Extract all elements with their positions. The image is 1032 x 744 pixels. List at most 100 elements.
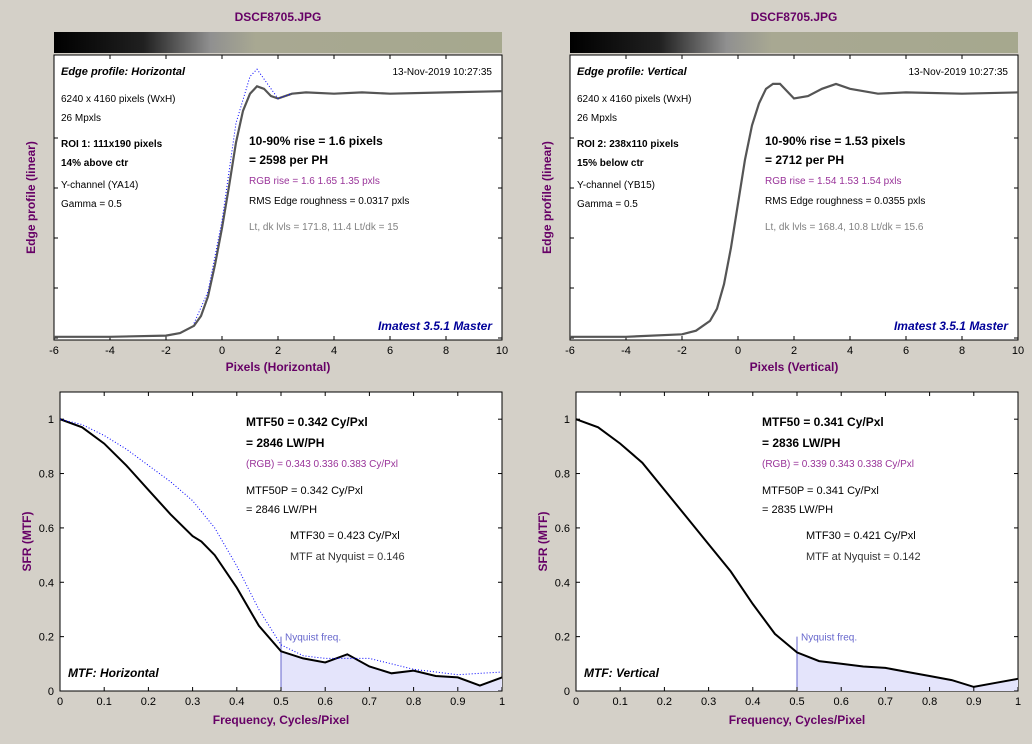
mtf-panel-vertical: Nyquist freq. 0 0.1 0.2 0.3 0.4 0.5 0.6 0.7 0.8 0.… (536, 391, 1021, 727)
x-tick-label: -6 (49, 345, 59, 357)
y-tick-label: 0.2 (39, 632, 54, 644)
file-title: DSCF8705.JPG (235, 10, 322, 24)
x-tick-label: 0.6 (834, 696, 849, 708)
x-tick-label: 0.3 (185, 696, 200, 708)
tone-gradient-bar (54, 32, 502, 53)
edge-profile-panel-vertical: DSCF8705.JPG -6 -4 -2 0 2 4 6 8 10 Edge profile: V… (540, 10, 1024, 374)
y-tick-label: 0.4 (555, 577, 570, 589)
x-tick-label: 8 (959, 345, 965, 357)
mtf50p-line-1: MTF50P = 0.341 Cy/Pxl (762, 485, 879, 497)
edge-profile-panel-horizontal: DSCF8705.JPG -6 -4 -2 0 2 4 6 8 10 Edge profile: H… (24, 10, 508, 374)
plot-area (569, 54, 1019, 341)
mtf50-rgb: (RGB) = 0.343 0.336 0.383 Cy/Pxl (246, 459, 398, 470)
x-tick-label: 0.7 (362, 696, 377, 708)
mtf-corner-title: MTF: Horizontal (68, 666, 159, 680)
mtf-curve (59, 418, 503, 687)
rise-line-1: 10-90% rise = 1.53 pixels (765, 134, 906, 148)
plot-area (53, 54, 503, 341)
mtf50p-line-1: MTF50P = 0.342 Cy/Pxl (246, 485, 363, 497)
y-tick-label: 0 (564, 686, 570, 698)
x-tick-label: 1 (1015, 696, 1021, 708)
x-tick-label: 0 (735, 345, 741, 357)
mtf50p-line-2: = 2835 LW/PH (762, 504, 833, 516)
info-line: 6240 x 4160 pixels (WxH) (61, 94, 176, 105)
x-tick-label: 4 (847, 345, 853, 357)
x-tick-label: 0.4 (745, 696, 760, 708)
edge-profile-line (570, 82, 1019, 338)
info-line: Y-channel (YB15) (577, 180, 655, 191)
x-tick-label: 0.2 (141, 696, 156, 708)
mtf-at-nyquist: MTF at Nyquist = 0.146 (290, 551, 405, 563)
rise-line-2: = 2598 per PH (249, 153, 328, 167)
profile-title: Edge profile: Vertical (577, 66, 688, 78)
mtf30: MTF30 = 0.421 Cy/Pxl (806, 530, 916, 542)
date-stamp: 13-Nov-2019 10:27:35 (908, 67, 1008, 78)
y-tick-label: 0 (48, 686, 54, 698)
nyquist-label: Nyquist freq. (285, 633, 341, 644)
y-tick-label: 0.8 (39, 469, 54, 481)
info-line: Gamma = 0.5 (61, 199, 122, 210)
x-tick-label: 10 (1012, 345, 1024, 357)
x-tick-label: -6 (565, 345, 575, 357)
file-title: DSCF8705.JPG (751, 10, 838, 24)
imatest-brand: Imatest 3.5.1 Master (894, 319, 1009, 333)
date-stamp: 13-Nov-2019 10:27:35 (392, 67, 492, 78)
x-axis-label: Frequency, Cycles/Pixel (729, 713, 866, 727)
y-axis-label: SFR (MTF) (536, 512, 550, 572)
y-axis-label: Edge profile (linear) (540, 141, 554, 254)
x-tick-label: 0.3 (701, 696, 716, 708)
y-tick-label: 0.8 (555, 469, 570, 481)
rise-line-1: 10-90% rise = 1.6 pixels (249, 134, 383, 148)
mtf-at-nyquist: MTF at Nyquist = 0.142 (806, 551, 921, 563)
rms-roughness: RMS Edge roughness = 0.0355 pxls (765, 196, 925, 207)
x-tick-label: 0.8 (406, 696, 421, 708)
light-dark-levels: Lt, dk lvls = 171.8, 11.4 Lt/dk = 15 (249, 222, 399, 233)
x-tick-label: -4 (621, 345, 631, 357)
info-line: 15% below ctr (577, 158, 644, 169)
edge-profile-line (54, 85, 503, 338)
x-tick-label: 6 (387, 345, 393, 357)
x-tick-label: 0.2 (657, 696, 672, 708)
info-line: Y-channel (YA14) (61, 180, 138, 191)
x-tick-label: 8 (443, 345, 449, 357)
x-tick-label: 0 (573, 696, 579, 708)
x-axis-label: Pixels (Vertical) (750, 360, 839, 374)
mtf-panel-horizontal: Nyquist freq. 0 0.1 0.2 0.3 0.4 0.5 0.6 0.7 0.8 0.… (20, 391, 505, 727)
y-tick-label: 1 (564, 414, 570, 426)
info-line: 14% above ctr (61, 158, 128, 169)
x-tick-label: -2 (677, 345, 687, 357)
x-axis-label: Frequency, Cycles/Pixel (213, 713, 350, 727)
profile-title: Edge profile: Horizontal (61, 66, 186, 78)
x-tick-label: 0.5 (789, 696, 804, 708)
mtf30: MTF30 = 0.423 Cy/Pxl (290, 530, 400, 542)
x-tick-label: 6 (903, 345, 909, 357)
rms-roughness: RMS Edge roughness = 0.0317 pxls (249, 196, 409, 207)
beyond-nyquist-shade (281, 651, 502, 691)
x-tick-label: 0.4 (229, 696, 244, 708)
info-line: 26 Mpxls (577, 113, 617, 124)
mtf-corner-title: MTF: Vertical (584, 666, 660, 680)
x-tick-label: 0.9 (450, 696, 465, 708)
mtf50p-line-2: = 2846 LW/PH (246, 504, 317, 516)
rgb-rise: RGB rise = 1.6 1.65 1.35 pxls (249, 176, 380, 187)
y-tick-label: 0.4 (39, 577, 54, 589)
y-axis-label: SFR (MTF) (20, 512, 34, 572)
x-tick-label: 0.7 (878, 696, 893, 708)
nyquist-label: Nyquist freq. (801, 633, 857, 644)
info-line: 26 Mpxls (61, 113, 101, 124)
x-tick-label: 10 (496, 345, 508, 357)
x-tick-label: -2 (161, 345, 171, 357)
x-tick-label: 2 (791, 345, 797, 357)
y-axis-label: Edge profile (linear) (24, 141, 38, 254)
mtf50-line-2: = 2846 LW/PH (246, 436, 324, 450)
x-tick-label: 2 (275, 345, 281, 357)
y-tick-label: 1 (48, 414, 54, 426)
info-line: Gamma = 0.5 (577, 199, 638, 210)
rgb-rise: RGB rise = 1.54 1.53 1.54 pxls (765, 176, 901, 187)
mtf50-line-2: = 2836 LW/PH (762, 436, 840, 450)
x-tick-label: 0.9 (966, 696, 981, 708)
mtf-curve (575, 418, 1019, 688)
rise-line-2: = 2712 per PH (765, 153, 844, 167)
x-axis-label: Pixels (Horizontal) (226, 360, 331, 374)
